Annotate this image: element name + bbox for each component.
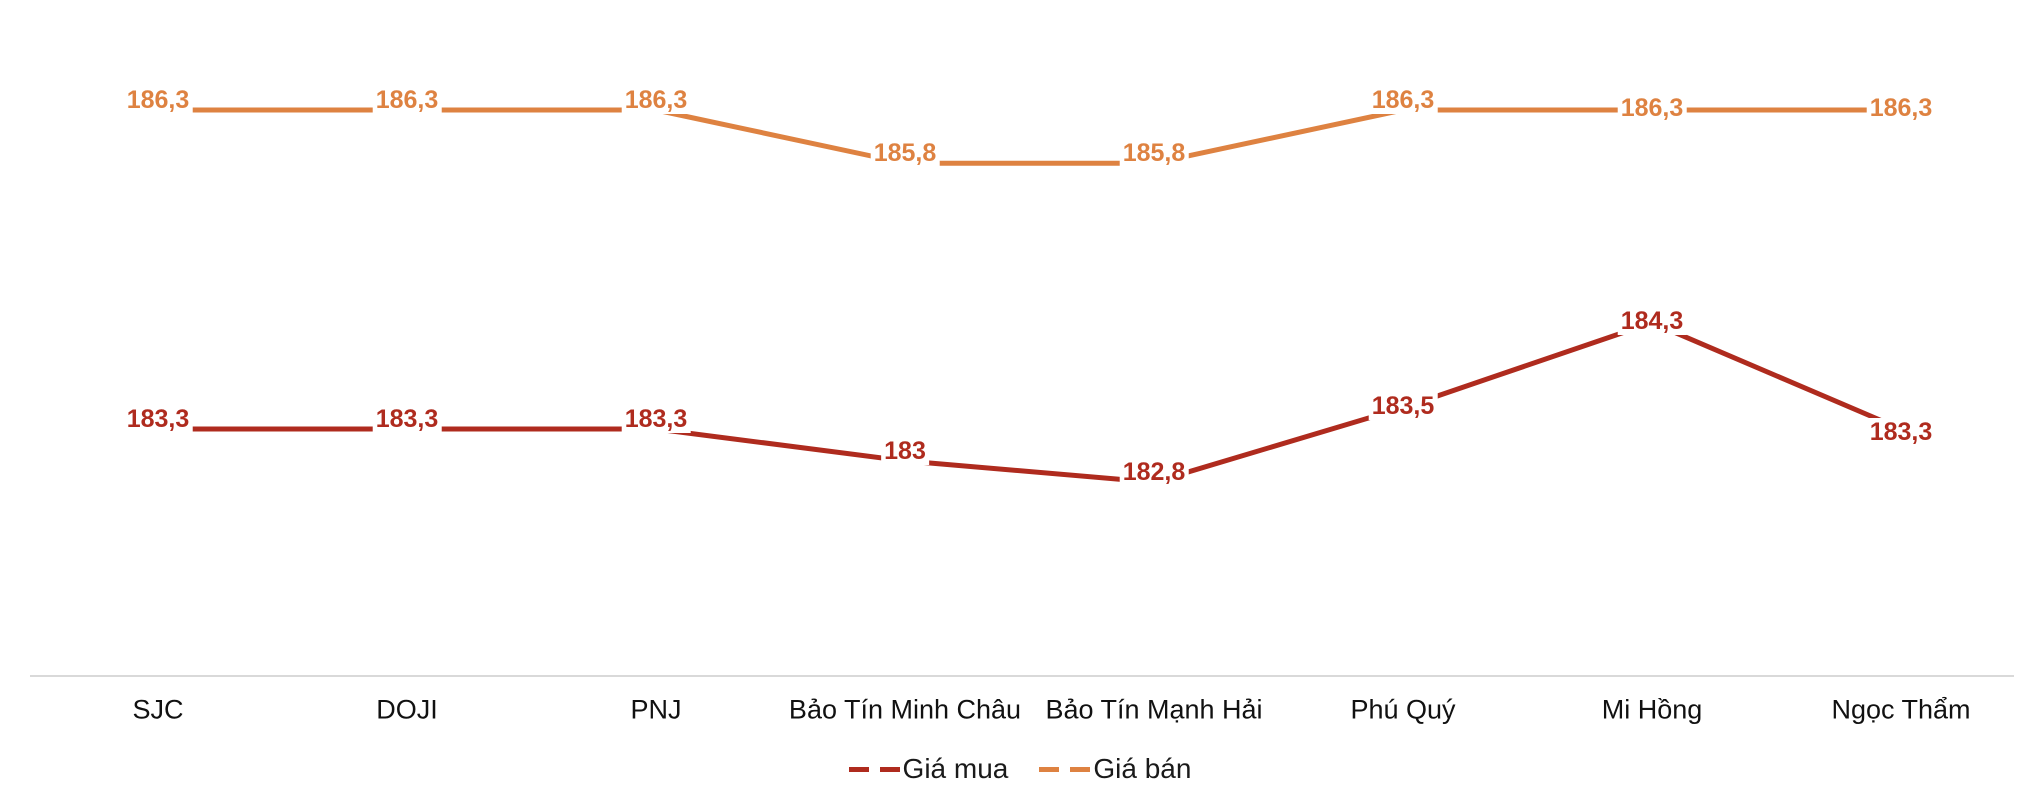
data-label: 183,3	[621, 404, 691, 433]
data-label: 186,3	[372, 86, 442, 114]
data-label: 185,8	[1119, 139, 1189, 168]
legend-item-gia-mua: Giá mua	[848, 753, 1009, 784]
category-label: SJC	[132, 694, 184, 725]
data-label: 186,3	[621, 86, 691, 114]
category-label: PNJ	[630, 694, 682, 725]
legend-label: Giá bán	[1093, 753, 1192, 784]
data-label: 184,3	[1617, 306, 1687, 335]
series-line-gia-ban	[158, 107, 1901, 166]
category-label: DOJI	[376, 694, 438, 725]
data-label: 186,3	[123, 86, 193, 114]
data-label: 183,3	[123, 404, 193, 433]
data-label: 185,8	[870, 139, 940, 168]
category-label: Mi Hồng	[1601, 694, 1703, 725]
legend-line-marker-icon	[1039, 766, 1060, 772]
series-line-gia-mua	[158, 320, 1902, 485]
legend-line-marker-icon	[1070, 766, 1091, 772]
category-label: Ngọc Thẩm	[1831, 694, 1971, 725]
legend-label: Giá mua	[902, 753, 1009, 784]
legend: Giá mua Giá bán	[0, 755, 2040, 783]
category-label: Bảo Tín Mạnh Hải	[1045, 694, 1263, 725]
legend-line-marker-icon	[848, 766, 869, 772]
x-axis-line	[30, 675, 2014, 677]
data-label: 183,3	[372, 404, 442, 433]
category-label: Phú Quý	[1350, 694, 1456, 725]
data-label: 186,3	[1617, 94, 1687, 122]
data-label: 182,8	[1119, 458, 1189, 487]
data-label: 186,3	[1368, 86, 1438, 114]
legend-item-gia-ban: Giá bán	[1039, 755, 1191, 783]
data-label: 183,3	[1866, 417, 1936, 446]
data-label: 186,3	[1866, 94, 1936, 122]
data-label: 183,5	[1368, 391, 1438, 420]
category-label: Bảo Tín Minh Châu	[788, 694, 1022, 725]
legend-line-marker-icon	[879, 766, 900, 772]
data-label: 183	[881, 436, 929, 465]
